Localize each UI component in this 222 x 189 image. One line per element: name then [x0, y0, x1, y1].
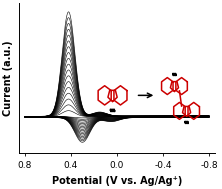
X-axis label: Potential (V vs. Ag/Ag⁺): Potential (V vs. Ag/Ag⁺): [52, 176, 182, 186]
Y-axis label: Current (a.u.): Current (a.u.): [4, 40, 14, 116]
